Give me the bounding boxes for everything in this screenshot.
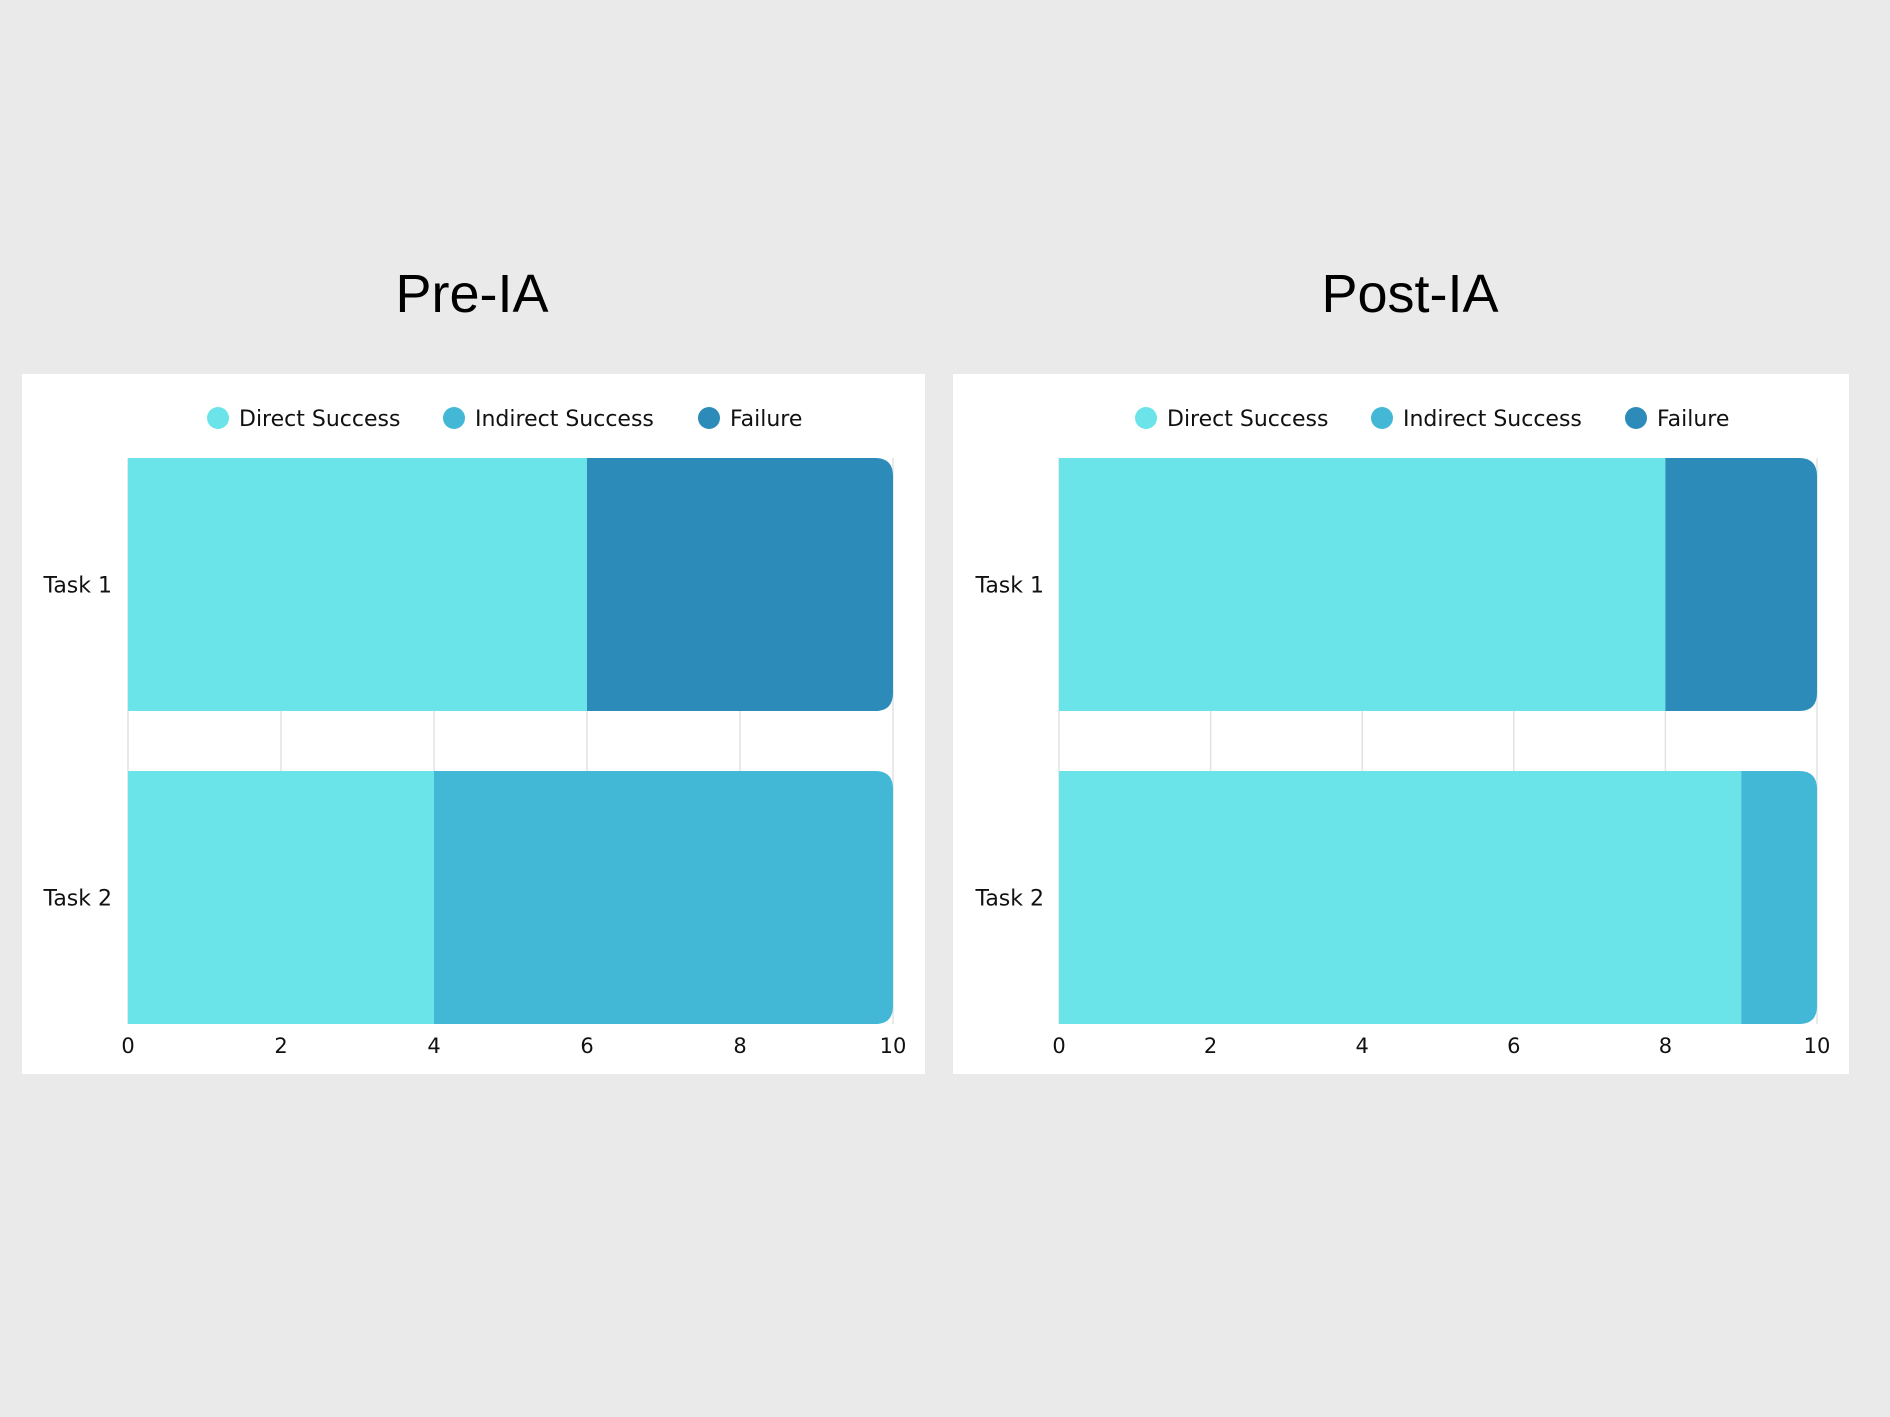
bar-task-2-direct-success [128, 771, 434, 1024]
x-tick-label: 10 [880, 1034, 907, 1058]
bar-task-2-indirect-success [1741, 771, 1817, 1024]
chart-title: Pre-IA [395, 264, 548, 324]
legend-label: Direct Success [239, 407, 400, 432]
category-label: Task 2 [975, 887, 1044, 912]
bar-task-2-direct-success [1059, 771, 1742, 1024]
legend: Direct Success Indirect Success Failure [1135, 407, 1729, 432]
legend-marker [1371, 407, 1393, 429]
bar-task-1-failure [1665, 458, 1817, 711]
legend-marker [1135, 407, 1157, 429]
x-tick-label: 2 [1204, 1034, 1217, 1058]
bar-task-2-indirect-success [434, 771, 893, 1024]
bar-task-1-direct-success [128, 458, 587, 711]
legend-label: Indirect Success [475, 407, 654, 432]
legend-marker [1625, 407, 1647, 429]
legend-label: Indirect Success [1403, 407, 1582, 432]
x-tick-label: 8 [733, 1034, 746, 1058]
legend-marker [443, 407, 465, 429]
x-tick-label: 0 [121, 1034, 134, 1058]
x-tick-label: 0 [1052, 1034, 1065, 1058]
legend-marker [207, 407, 229, 429]
legend-label: Direct Success [1167, 407, 1328, 432]
legend-label: Failure [1657, 407, 1729, 432]
x-tick-label: 6 [580, 1034, 593, 1058]
chart-2: Post-IA Direct Success Indirect Success Fai… [953, 264, 1849, 1074]
bar-task-1-failure [587, 458, 893, 711]
bar-task-1-direct-success [1059, 458, 1666, 711]
category-label: Task 1 [975, 574, 1044, 599]
legend-marker [698, 407, 720, 429]
x-tick-label: 6 [1507, 1034, 1520, 1058]
chart-title: Post-IA [1321, 264, 1498, 324]
chart-1: Pre-IA Direct Success Indirect Success Fail… [22, 264, 925, 1074]
x-tick-label: 4 [1356, 1034, 1369, 1058]
category-label: Task 1 [43, 574, 112, 599]
x-tick-label: 8 [1659, 1034, 1672, 1058]
x-tick-label: 4 [427, 1034, 440, 1058]
category-label: Task 2 [43, 887, 112, 912]
x-tick-label: 10 [1804, 1034, 1831, 1058]
x-tick-label: 2 [274, 1034, 287, 1058]
legend: Direct Success Indirect Success Failure [207, 407, 802, 432]
legend-label: Failure [730, 407, 802, 432]
